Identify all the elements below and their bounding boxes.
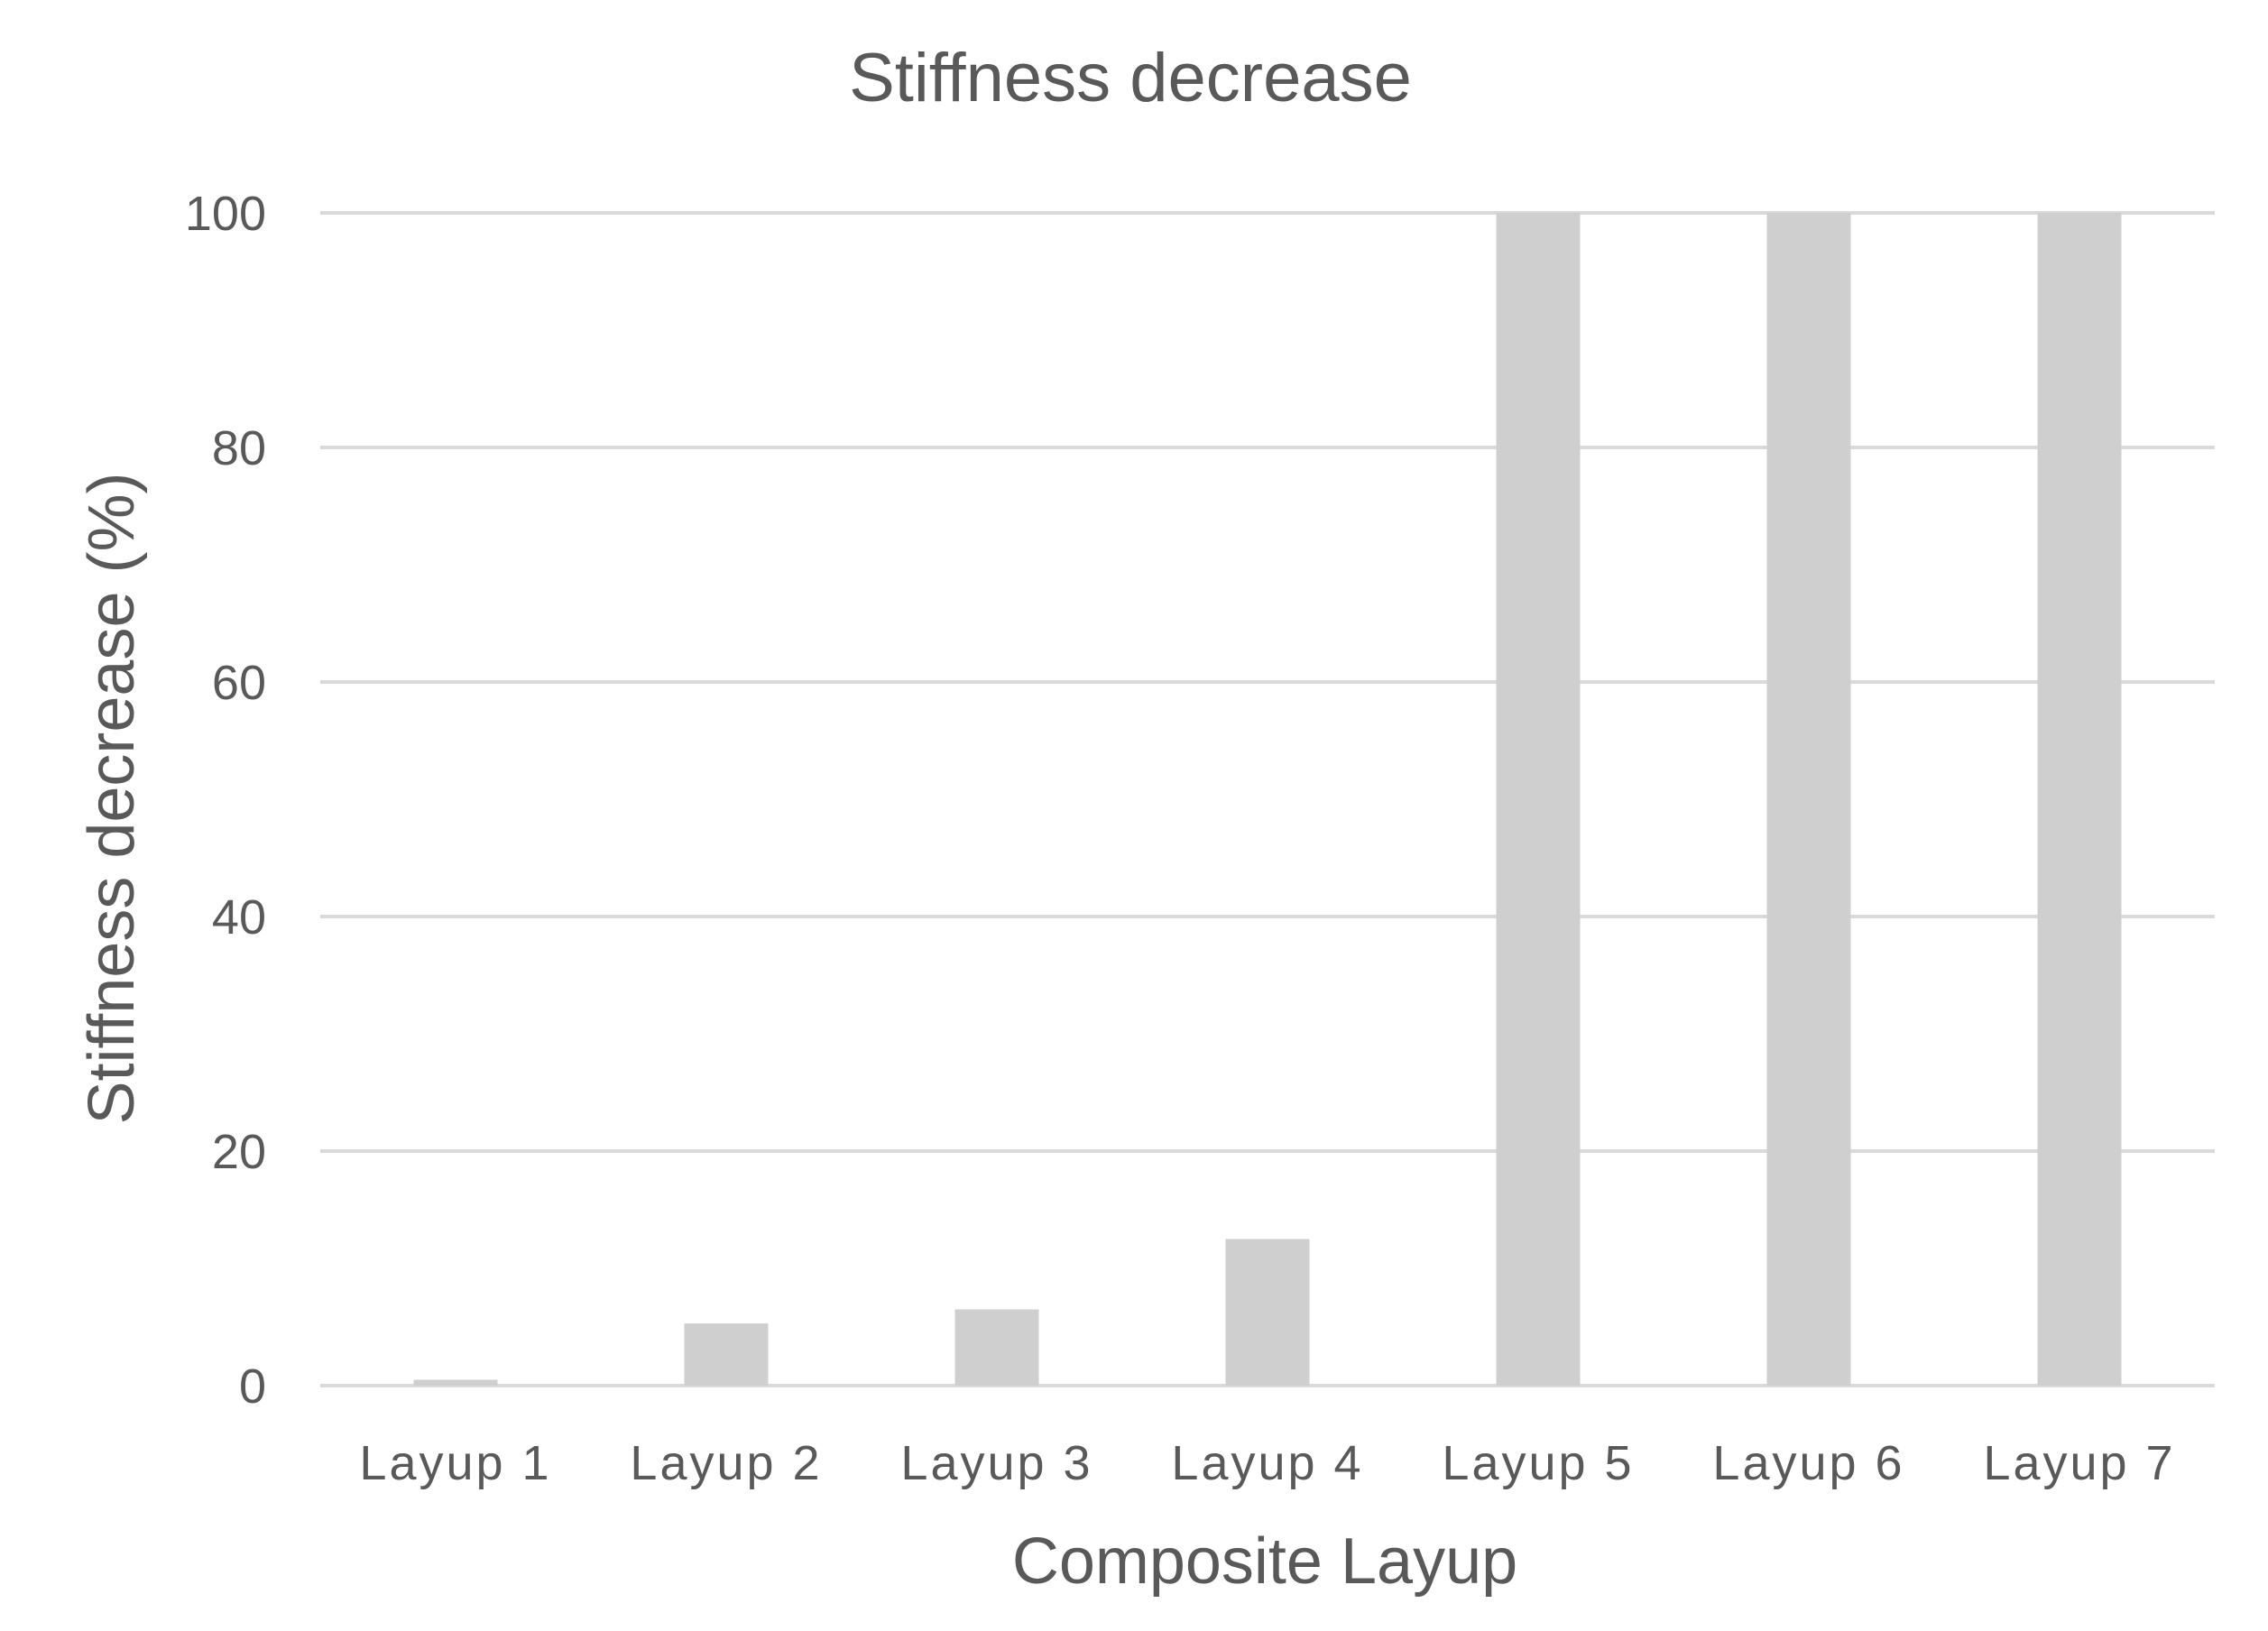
y-axis-ticks: 0 20 40 60 80 100 (185, 187, 266, 1414)
x-tick-label: Layup 7 (1983, 1436, 2175, 1490)
bar-7 (2037, 213, 2122, 1386)
y-tick-label: 20 (212, 1125, 266, 1179)
bar-4 (1225, 1239, 1310, 1386)
y-tick-label: 40 (212, 890, 266, 945)
bar-3 (954, 1309, 1039, 1386)
y-tick-label: 80 (212, 421, 266, 475)
x-tick-label: Layup 4 (1171, 1436, 1363, 1490)
bar-1 (413, 1379, 498, 1386)
bar-2 (684, 1323, 769, 1386)
x-tick-label: Layup 6 (1712, 1436, 1904, 1490)
y-axis-title: Stiffness decrease (%) (76, 473, 148, 1125)
x-tick-label: Layup 1 (359, 1436, 551, 1490)
x-tick-label: Layup 3 (900, 1436, 1093, 1490)
x-tick-label: Layup 5 (1442, 1436, 1634, 1490)
x-tick-label: Layup 2 (630, 1436, 822, 1490)
bar-5 (1496, 213, 1581, 1386)
y-tick-label: 60 (212, 656, 266, 710)
x-axis-ticks: Layup 1 Layup 2 Layup 3 Layup 4 Layup 5 Layup… (359, 1436, 2175, 1490)
chart-title: Stiffness decrease (849, 40, 1412, 116)
y-tick-label: 0 (239, 1359, 266, 1414)
gridlines (320, 211, 2215, 1387)
x-axis-title: Composite Layup (1012, 1525, 1517, 1598)
y-tick-label: 100 (185, 187, 266, 241)
bars (413, 213, 2122, 1386)
bar-6 (1766, 213, 1851, 1386)
